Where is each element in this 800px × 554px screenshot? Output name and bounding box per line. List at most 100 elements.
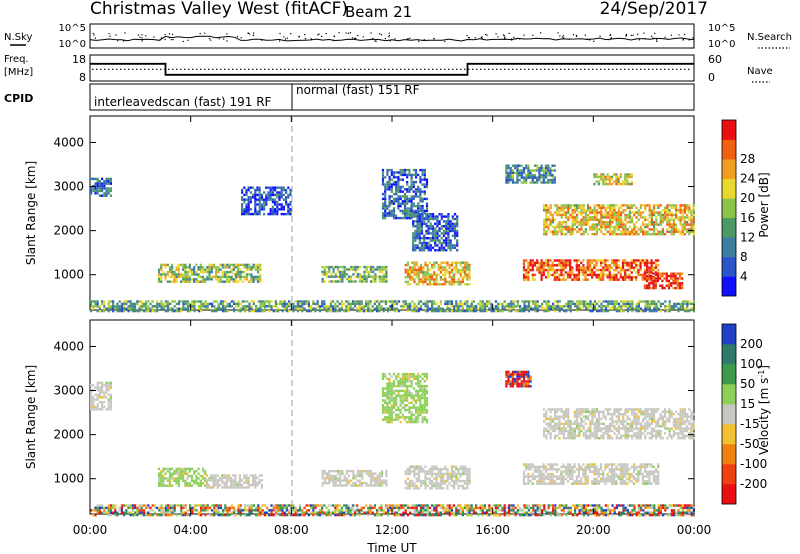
echo-cell [510, 300, 513, 303]
echo-cell [168, 470, 172, 473]
echo-cell [388, 380, 391, 383]
echo-cell [611, 300, 614, 303]
echo-cell [105, 307, 108, 310]
echo-cell [402, 300, 405, 303]
echo-cell [202, 302, 205, 306]
echo-cell [397, 197, 400, 201]
echo-cell [522, 178, 526, 182]
echo-cell [388, 411, 391, 414]
echo-cell [206, 302, 209, 306]
freq-right-tick-bottom: 0 [708, 71, 715, 84]
echo-cell [661, 284, 664, 287]
echo-cell [615, 309, 618, 313]
echo-cell [615, 218, 618, 221]
echo-cell [372, 280, 375, 283]
echo-cell [413, 280, 416, 284]
echo-cell [399, 188, 402, 191]
y-tick-label: 2000 [53, 224, 84, 238]
echo-cell [655, 307, 658, 310]
echo-cell [591, 266, 594, 269]
echo-cell [232, 278, 235, 281]
echo-cell [675, 213, 678, 217]
echo-cell [582, 221, 585, 224]
echo-cell [292, 305, 295, 308]
echo-cell [410, 183, 413, 186]
echo-cell [404, 305, 407, 308]
echo-cell [354, 481, 357, 485]
noise-spike [480, 36, 482, 38]
echo-cell [637, 309, 640, 313]
colorbar-segment [722, 217, 736, 238]
echo-cell [223, 275, 227, 279]
echo-cell [105, 384, 108, 387]
echo-cell [586, 278, 589, 281]
echo-cell [628, 204, 631, 207]
echo-cell [447, 225, 450, 228]
echo-cell [525, 468, 528, 471]
echo-cell [654, 261, 658, 265]
echo-cell [123, 305, 126, 308]
echo-cell [600, 218, 603, 221]
echo-cell [90, 408, 93, 411]
echo-cell [675, 223, 678, 226]
echo-cell [373, 307, 376, 310]
echo-cell [94, 177, 97, 181]
echo-cell [613, 261, 616, 265]
echo-cell [212, 474, 215, 477]
echo-cell [241, 280, 244, 283]
echo-cell [637, 259, 640, 262]
echo-cell [421, 171, 424, 174]
echo-cell [558, 259, 561, 262]
echo-cell [516, 178, 519, 182]
echo-cell [393, 300, 396, 303]
echo-cell [403, 171, 407, 174]
echo-cell [109, 384, 112, 387]
echo-cell [386, 185, 389, 189]
echo-cell [411, 479, 414, 483]
echo-cell [628, 230, 631, 233]
echo-cell [461, 261, 464, 264]
echo-cell [613, 180, 616, 183]
echo-cell [417, 416, 420, 419]
echo-cell [466, 305, 469, 308]
echo-cell [177, 474, 180, 478]
echo-cell [626, 228, 629, 231]
echo-cell [184, 467, 187, 471]
echo-cell [433, 302, 436, 306]
echo-cell [540, 166, 543, 170]
echo-cell [686, 300, 689, 303]
echo-cell [399, 394, 402, 397]
echo-cell [361, 477, 364, 480]
echo-cell [461, 275, 464, 279]
echo-cell [429, 232, 432, 235]
echo-cell [587, 204, 590, 207]
echo-cell [615, 307, 618, 310]
echo-cell [435, 302, 438, 306]
echo-cell [451, 246, 454, 249]
echo-cell [635, 278, 638, 281]
echo-cell [252, 212, 255, 216]
echo-cell [604, 259, 607, 262]
echo-cell [245, 476, 248, 480]
echo-cell [160, 470, 163, 473]
echo-cell [228, 305, 231, 308]
echo-cell [413, 467, 416, 471]
echo-cell [247, 210, 250, 213]
echo-cell [571, 228, 574, 231]
echo-cell [675, 211, 678, 214]
echo-cell [527, 271, 530, 274]
echo-cell [173, 280, 176, 283]
echo-cell [507, 171, 510, 175]
echo-cell [129, 302, 132, 306]
echo-cell [341, 484, 344, 487]
echo-cell [640, 309, 643, 313]
echo-cell [576, 307, 579, 310]
echo-cell [411, 268, 414, 272]
echo-cell [628, 206, 631, 209]
echo-cell [395, 197, 398, 201]
echo-cell [652, 272, 655, 275]
echo-cell [418, 241, 421, 245]
echo-cell [210, 486, 213, 489]
echo-cell [678, 286, 682, 290]
echo-cell [386, 377, 389, 381]
